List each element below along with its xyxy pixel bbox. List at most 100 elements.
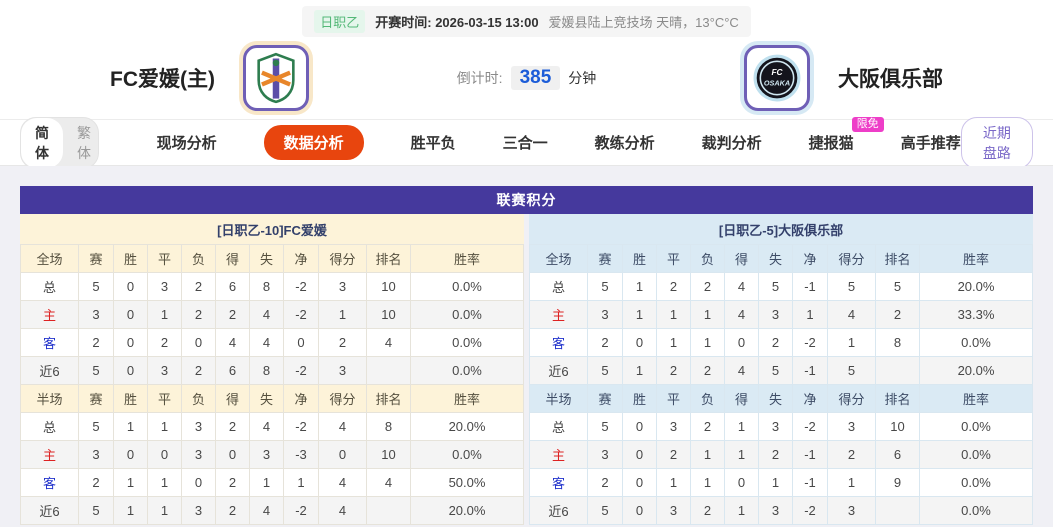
scope-label: 半场 — [529, 384, 588, 413]
tab-data-analysis[interactable]: 数据分析 — [263, 125, 364, 160]
stat-cell: 1 — [656, 468, 691, 497]
table-row: 近6 5 0 3 2 1 3 -2 3 0.0% — [529, 496, 1033, 525]
row-label: 总 — [529, 272, 588, 301]
stat-cell: 0 — [622, 496, 657, 525]
home-team: FC爱媛(主) — [110, 44, 309, 111]
lang-simplified[interactable]: 简体 — [21, 117, 63, 168]
stat-cell: 0 — [113, 356, 148, 385]
tab-three-in-one[interactable]: 三合一 — [502, 135, 548, 152]
stat-cell: 0.0% — [919, 412, 1033, 441]
stat-cell: -2 — [283, 356, 319, 385]
stat-cell: 0 — [622, 440, 657, 469]
stat-cell: 0.0% — [410, 356, 524, 385]
stat-cell: 2 — [656, 440, 691, 469]
language-toggle[interactable]: 简体 繁体 — [20, 116, 99, 169]
stat-cell: 5 — [827, 272, 876, 301]
stat-cell: 3 — [181, 412, 216, 441]
recent-trends-button[interactable]: 近期盘路 — [960, 116, 1033, 169]
stat-cell: 20.0% — [410, 412, 524, 441]
table-row: 近6 5 1 1 3 2 4 -2 4 20.0% — [20, 496, 524, 525]
column-header: 胜 — [113, 244, 148, 273]
column-header: 排名 — [366, 384, 411, 413]
table-row: 主 3 0 0 3 0 3 -3 0 10 0.0% — [20, 440, 524, 469]
column-header: 赛 — [587, 244, 623, 273]
table-row: 客 2 1 1 0 2 1 1 4 4 50.0% — [20, 468, 524, 497]
column-header: 胜 — [622, 244, 657, 273]
stat-cell: 3 — [249, 440, 284, 469]
stat-cell: 0.0% — [919, 328, 1033, 357]
stat-cell: 3 — [656, 412, 691, 441]
tab-jiebao-cat[interactable]: 捷报猫 限免 — [809, 117, 884, 159]
stat-cell: -1 — [792, 272, 828, 301]
column-header: 得分 — [318, 384, 367, 413]
stat-cell: 0 — [113, 272, 148, 301]
column-header: 胜 — [622, 384, 657, 413]
row-label: 客 — [529, 328, 588, 357]
stat-cell: -1 — [792, 356, 828, 385]
stat-cell: 8 — [249, 272, 284, 301]
stat-cell: 3 — [827, 496, 876, 525]
stat-cell: 4 — [366, 468, 411, 497]
match-header: FC爱媛(主) 倒计时: 385 分钟 FC — [0, 36, 1053, 120]
stat-cell: 1 — [283, 468, 319, 497]
stat-cell: 2 — [181, 272, 216, 301]
stat-cell: 5 — [758, 356, 793, 385]
stat-cell — [875, 496, 920, 525]
tab-coach-analysis[interactable]: 教练分析 — [594, 135, 655, 152]
tab-live-analysis[interactable]: 现场分析 — [156, 135, 217, 152]
stat-cell: 1 — [724, 496, 759, 525]
away-team-logo: FC OSAKA — [743, 44, 810, 111]
away-section-header: [日职乙-5]大阪俱乐部 — [529, 214, 1033, 244]
home-team-name: FC爱媛(主) — [110, 67, 215, 91]
stat-cell: 4 — [318, 468, 367, 497]
stat-cell: 1 — [113, 468, 148, 497]
stat-cell: 1 — [827, 328, 876, 357]
stat-cell: 5 — [78, 496, 114, 525]
column-header: 排名 — [366, 244, 411, 273]
table-title: 联赛积分 — [20, 186, 1033, 214]
home-stats-table: 全场赛胜平负得失净得分 排名 胜率总 5 0 3 2 6 8 -2 3 10 0.0% 主 3 0 1 2 2 4 -2… — [20, 244, 524, 525]
stat-cell: 0 — [215, 440, 250, 469]
table-row: 客 2 0 1 1 0 2 -2 1 8 0.0% — [529, 328, 1033, 357]
stat-cell: -2 — [283, 412, 319, 441]
stat-cell: 1 — [318, 300, 367, 329]
row-label: 近6 — [20, 496, 79, 525]
home-team-logo — [242, 44, 309, 111]
stat-cell: 33.3% — [919, 300, 1033, 329]
scope-label: 全场 — [20, 244, 79, 273]
stat-cell: 1 — [724, 412, 759, 441]
column-header: 平 — [147, 244, 182, 273]
table-row: 客 2 0 1 1 0 1 -1 1 9 0.0% — [529, 468, 1033, 497]
tab-referee-analysis[interactable]: 裁判分析 — [701, 135, 762, 152]
row-label: 主 — [20, 440, 79, 469]
stat-cell: 3 — [147, 356, 182, 385]
stat-cell: 3 — [758, 496, 793, 525]
column-header: 得分 — [318, 244, 367, 273]
lang-traditional[interactable]: 繁体 — [77, 124, 91, 161]
stat-cell: 0 — [622, 328, 657, 357]
stat-cell: 0 — [283, 328, 319, 357]
stat-cell: 0 — [113, 328, 148, 357]
row-label: 主 — [529, 300, 588, 329]
stat-cell: 3 — [758, 300, 793, 329]
row-label: 近6 — [529, 496, 588, 525]
stat-cell: 1 — [147, 496, 182, 525]
row-label: 客 — [529, 468, 588, 497]
stat-cell: 0 — [724, 468, 759, 497]
table-row: 主 3 1 1 1 4 3 1 4 2 33.3% — [529, 300, 1033, 329]
svg-text:OSAKA: OSAKA — [764, 78, 790, 87]
tab-win-draw-lose[interactable]: 胜平负 — [410, 135, 456, 152]
stat-cell: 1 — [147, 300, 182, 329]
stat-cell: 2 — [758, 440, 793, 469]
free-badge: 限免 — [851, 117, 884, 132]
stat-cell: 2 — [587, 468, 623, 497]
stat-cell: 2 — [215, 412, 250, 441]
table-row: 主 3 0 1 2 2 4 -2 1 10 0.0% — [20, 300, 524, 329]
tab-expert-picks[interactable]: 高手推荐 — [900, 135, 961, 152]
stat-cell: 2 — [215, 496, 250, 525]
stat-cell: 0.0% — [410, 440, 524, 469]
stat-cell: 2 — [181, 300, 216, 329]
stat-cell: 2 — [827, 440, 876, 469]
stat-cell: 2 — [318, 328, 367, 357]
stat-cell: 5 — [78, 356, 114, 385]
